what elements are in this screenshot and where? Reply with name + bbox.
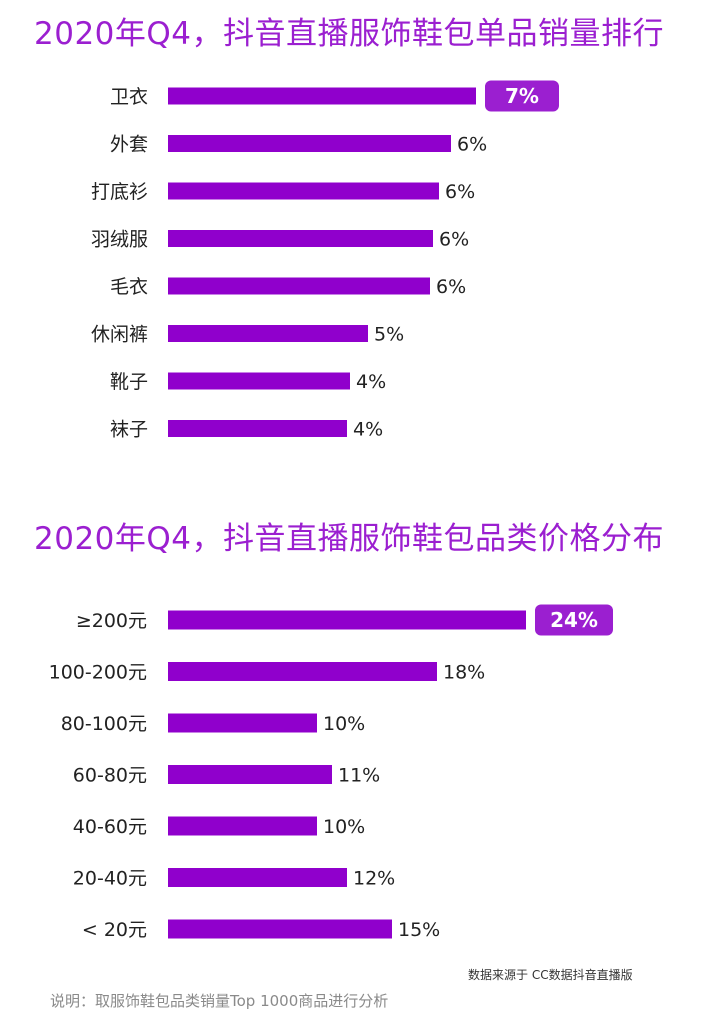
- bar: [168, 277, 430, 295]
- category-label: 靴子: [110, 371, 148, 393]
- category-label: 40-60元: [73, 816, 147, 838]
- bar: [168, 610, 526, 630]
- category-label: 外套: [110, 134, 148, 156]
- category-label: < 20元: [82, 919, 147, 941]
- category-label: 羽绒服: [91, 229, 148, 251]
- category-label: 袜子: [110, 419, 148, 441]
- price-distribution-bar-chart: ≥200元 24% 100-200元 18% 80-100元 10% 60-80元 11% 40…: [49, 604, 613, 941]
- bar: [168, 182, 439, 200]
- data-label: 6%: [445, 181, 475, 203]
- data-label: 6%: [457, 134, 487, 156]
- category-label: 80-100元: [61, 713, 147, 735]
- bar: [168, 765, 332, 784]
- category-label: 100-200元: [49, 662, 147, 684]
- chart-title-price-distribution: 2020年Q4，抖音直播服饰鞋包品类价格分布: [34, 521, 665, 557]
- category-label: 60-80元: [73, 765, 147, 787]
- bar: [168, 816, 317, 836]
- bar: [168, 87, 476, 105]
- bar: [168, 230, 433, 247]
- data-label: 7%: [505, 84, 539, 108]
- data-label: 10%: [323, 713, 365, 735]
- chart-title-sales-ranking: 2020年Q4，抖音直播服饰鞋包单品销量排行: [34, 16, 665, 52]
- category-label: 毛衣: [110, 276, 148, 298]
- category-label: 打底衫: [91, 181, 148, 203]
- data-source-note: 数据来源于 CC数据抖音直播版: [468, 968, 633, 982]
- highlight-badge: [535, 604, 613, 636]
- data-label: 4%: [356, 371, 386, 393]
- data-label: 6%: [439, 229, 469, 251]
- data-label: 5%: [374, 324, 404, 346]
- category-label: ≥200元: [76, 610, 147, 632]
- data-label: 11%: [338, 765, 380, 787]
- bar: [168, 868, 347, 887]
- bar: [168, 919, 392, 939]
- bar: [168, 135, 451, 152]
- bar: [168, 662, 437, 681]
- sales-ranking-bar-chart: 卫衣 7% 外套 6% 打底衫 6% 羽绒服 6% 毛衣 6% 休闲裤 5% 靴子 4% 袜子 4%: [91, 80, 559, 441]
- data-label: 15%: [398, 919, 440, 941]
- category-label: 休闲裤: [91, 324, 148, 346]
- category-label: 卫衣: [110, 86, 148, 108]
- data-label: 10%: [323, 816, 365, 838]
- bar: [168, 420, 347, 437]
- data-label: 24%: [550, 608, 598, 632]
- data-label: 4%: [353, 419, 383, 441]
- data-label: 18%: [443, 662, 485, 684]
- data-label: 6%: [436, 276, 466, 298]
- bar: [168, 325, 368, 342]
- category-label: 20-40元: [73, 868, 147, 890]
- bar: [168, 713, 317, 733]
- description-note: 说明：取服饰鞋包品类销量Top 1000商品进行分析: [50, 992, 389, 1010]
- bar: [168, 372, 350, 390]
- highlight-badge: [485, 80, 559, 112]
- data-label: 12%: [353, 868, 395, 890]
